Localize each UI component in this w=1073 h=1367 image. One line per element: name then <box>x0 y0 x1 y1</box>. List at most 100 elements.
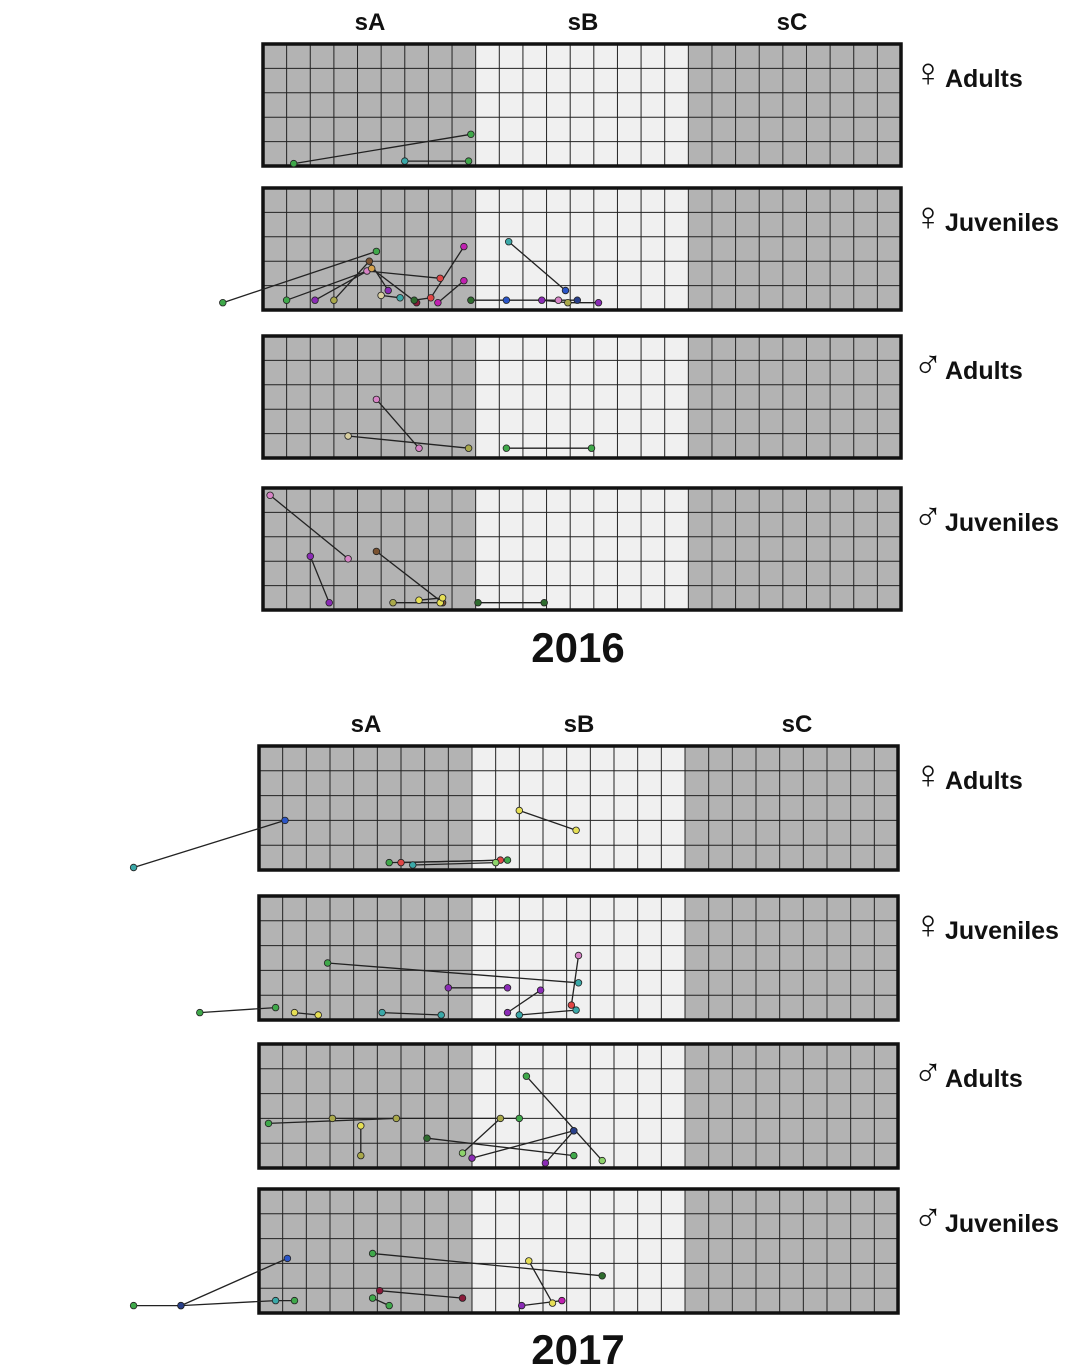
sector-bg-sc <box>685 896 898 1020</box>
category-label-juveniles: Juveniles <box>945 917 1059 945</box>
sector-bg-sa <box>259 896 472 1020</box>
sector-label-sb: sB <box>564 711 595 738</box>
capture-point <box>515 1011 523 1019</box>
capture-point <box>436 274 444 282</box>
capture-point <box>570 1151 578 1160</box>
capture-point <box>564 299 572 307</box>
tracks-2016-1 <box>290 130 475 168</box>
capture-point <box>372 247 381 256</box>
capture-point <box>401 157 409 165</box>
movement-track <box>471 1130 574 1159</box>
movement-track <box>379 1290 463 1299</box>
capture-point <box>264 1119 273 1128</box>
movement-track <box>327 962 579 984</box>
male-symbol: ♂ <box>913 343 943 387</box>
tracks-2017-4 <box>129 1249 606 1310</box>
capture-point <box>283 1254 292 1263</box>
male-symbol: ♂ <box>913 1196 943 1240</box>
movement-track <box>199 1006 276 1014</box>
capture-point <box>344 555 352 563</box>
capture-point <box>427 294 435 302</box>
capture-point <box>306 552 314 560</box>
capture-point <box>574 979 583 987</box>
capture-point <box>389 599 397 607</box>
sector-bg-sb <box>475 336 689 458</box>
tracks-2017-1 <box>129 806 580 872</box>
capture-point <box>460 242 468 251</box>
capture-point <box>311 296 319 304</box>
capture-point <box>323 959 332 967</box>
capture-point <box>522 1072 531 1080</box>
capture-point <box>423 1134 431 1142</box>
movement-track <box>508 241 566 291</box>
capture-point <box>392 1114 400 1123</box>
capture-point <box>467 296 475 304</box>
capture-point <box>444 984 452 992</box>
capture-point <box>515 806 523 815</box>
capture-point <box>573 296 581 304</box>
tracks-2016-3 <box>344 395 596 452</box>
capture-point <box>561 286 570 295</box>
movement-track <box>309 556 330 603</box>
category-label-adults: Adults <box>945 65 1023 93</box>
capture-point <box>410 296 418 304</box>
capture-point <box>503 856 512 864</box>
tracks-2016-4 <box>266 491 548 607</box>
male-symbol: ♂ <box>913 495 943 539</box>
capture-point <box>505 237 513 246</box>
movement-track <box>412 861 496 866</box>
sector-bg-sb <box>475 488 689 610</box>
category-label-juveniles: Juveniles <box>945 209 1059 237</box>
movement-track <box>375 398 420 449</box>
movement-track <box>519 1009 577 1016</box>
grid-frame <box>257 894 900 1022</box>
capture-point <box>266 491 274 499</box>
female-symbol: ♀ <box>913 195 943 239</box>
capture-point <box>434 299 442 307</box>
capture-point <box>385 858 393 867</box>
sector-bg-sc <box>688 188 901 310</box>
capture-point <box>365 257 373 265</box>
category-label-adults: Adults <box>945 1065 1023 1093</box>
sector-label-sb: sB <box>568 9 599 36</box>
capture-point <box>368 264 376 273</box>
capture-point <box>129 1301 138 1310</box>
movement-track <box>528 1260 554 1304</box>
capture-point <box>282 296 291 304</box>
capture-point <box>196 1008 204 1017</box>
capture-point <box>460 277 468 285</box>
capture-point <box>467 130 475 138</box>
sector-label-sa: sA <box>351 711 382 738</box>
tracks-2017-3 <box>264 1072 606 1167</box>
capture-point <box>378 1008 386 1017</box>
capture-point <box>177 1301 185 1310</box>
sector-bg-sb <box>472 746 685 870</box>
capture-point <box>598 1272 606 1280</box>
capture-point <box>384 286 392 295</box>
movement-track <box>294 1011 319 1016</box>
capture-point <box>219 299 227 307</box>
capture-point <box>492 858 500 867</box>
movement-track <box>133 1299 295 1307</box>
category-label-adults: Adults <box>945 767 1023 795</box>
movement-track <box>437 280 465 304</box>
female-symbol: ♀ <box>913 753 943 797</box>
capture-point <box>570 1127 578 1135</box>
sector-bg-sb <box>472 1189 685 1313</box>
female-symbol: ♀ <box>913 51 943 95</box>
tracks-2016-2 <box>219 237 603 307</box>
movement-track <box>462 1117 501 1154</box>
capture-point <box>525 1257 533 1265</box>
movement-track <box>525 1075 603 1162</box>
capture-point <box>558 1296 566 1305</box>
capture-point <box>271 1003 280 1012</box>
grid-panel-2017-4 <box>257 1187 900 1315</box>
capture-point <box>464 444 473 452</box>
year-label: 2016 <box>531 624 624 671</box>
movement-track <box>376 550 443 604</box>
grid-frame <box>257 1187 900 1315</box>
sector-bg-sa <box>263 336 476 458</box>
capture-point <box>554 296 563 304</box>
male-symbol: ♂ <box>913 1051 943 1095</box>
